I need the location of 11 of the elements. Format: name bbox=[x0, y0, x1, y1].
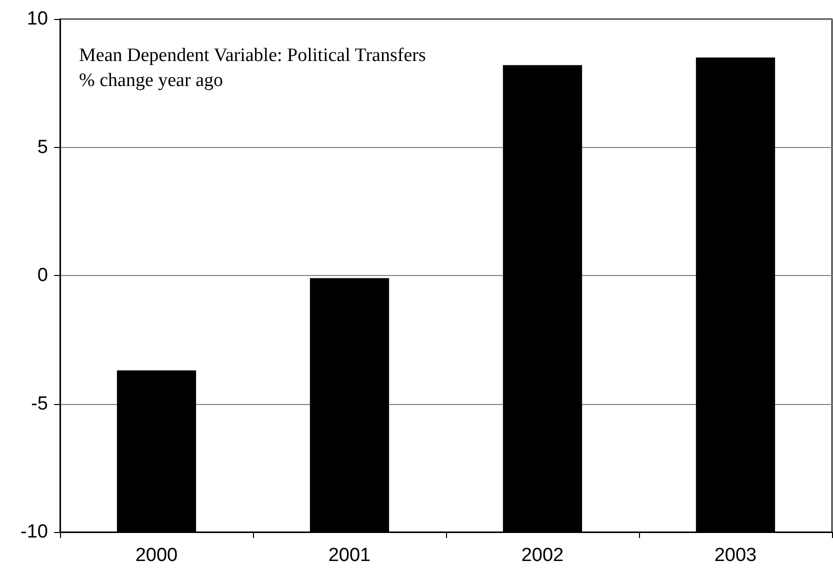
y-tick-label: 0 bbox=[37, 265, 48, 286]
annotation: % change year ago bbox=[79, 70, 224, 91]
y-tick-label: -5 bbox=[31, 393, 48, 414]
y-tick-label: 5 bbox=[37, 136, 48, 158]
x-tick-label: 2003 bbox=[714, 545, 757, 566]
y-tick-label: -10 bbox=[20, 522, 48, 542]
x-tick-label: 2001 bbox=[328, 545, 371, 566]
annotation: Mean Dependent Variable: Political Transfers bbox=[79, 45, 426, 66]
y-tick-label: 10 bbox=[26, 8, 48, 30]
x-tick-label: 2002 bbox=[521, 545, 564, 566]
x-tick-label: 2000 bbox=[135, 545, 178, 566]
